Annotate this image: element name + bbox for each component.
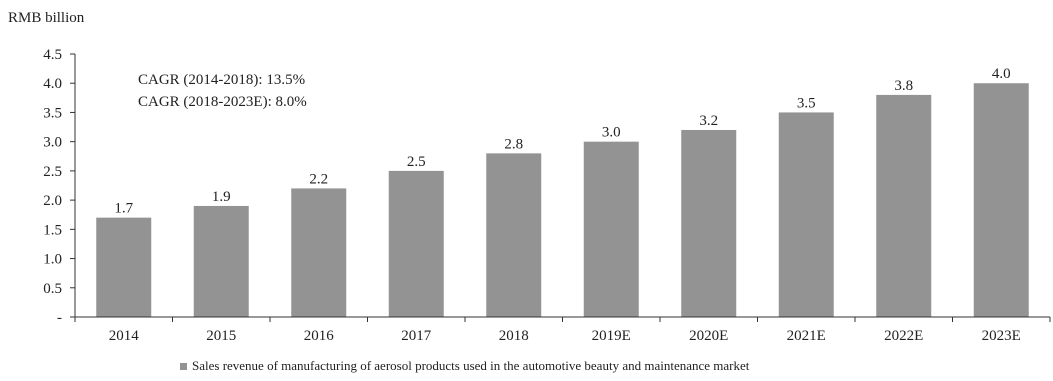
x-tick-label: 2021E: [787, 328, 826, 344]
legend-label: Sales revenue of manufacturing of aeroso…: [192, 358, 750, 373]
bar: [291, 188, 347, 317]
bar-data-label: 1.9: [212, 189, 231, 205]
y-tick-label: 3.0: [43, 135, 62, 151]
bar-data-label: 3.0: [602, 125, 621, 141]
bar: [193, 205, 249, 317]
y-tick-label: 3.5: [43, 105, 62, 121]
x-tick-label: 2017: [401, 328, 432, 344]
bar-data-label: 4.0: [992, 66, 1011, 82]
cagr-annotation-2014-2018: CAGR (2014-2018): 13.5%: [138, 72, 305, 88]
bar: [876, 94, 932, 318]
y-axis-unit-label: RMB billion: [8, 10, 85, 26]
legend-swatch: [180, 363, 187, 370]
y-tick-label: 4.0: [43, 76, 62, 92]
y-tick-label: -: [57, 310, 62, 326]
data-labels: 1.7 1.9 2.2 2.5 2.8 3.0 3.2 3.5 3.8 4.0: [114, 66, 1010, 216]
y-tick-label: 1.0: [43, 252, 62, 268]
x-tick-label: 2014: [109, 328, 140, 344]
y-tick-label: 0.5: [43, 281, 62, 297]
bar-data-label: 3.5: [797, 95, 816, 111]
bar: [96, 217, 152, 317]
bar-series: [96, 83, 1029, 318]
legend: Sales revenue of manufacturing of aeroso…: [180, 358, 750, 373]
y-tick-label: 4.5: [43, 47, 62, 63]
bar-data-label: 2.5: [407, 154, 426, 170]
bar: [583, 141, 639, 317]
x-tick-label: 2020E: [689, 328, 728, 344]
bar-data-label: 3.8: [894, 78, 913, 94]
x-tick-label: 2023E: [982, 328, 1021, 344]
bar-data-label: 2.2: [309, 171, 328, 187]
bar-data-label: 3.2: [699, 113, 718, 129]
y-tick-label: 1.5: [43, 222, 62, 238]
bar: [486, 153, 542, 317]
bar: [681, 129, 737, 317]
bar: [973, 83, 1029, 317]
bar-data-label: 2.8: [504, 136, 523, 152]
y-tick-label: 2.0: [43, 193, 62, 209]
x-tick-label: 2015: [206, 328, 236, 344]
x-tick-label: 2016: [304, 328, 335, 344]
bar: [388, 170, 444, 317]
y-tick-label: 2.5: [43, 164, 62, 180]
x-tick-label: 2022E: [884, 328, 923, 344]
cagr-annotation-2018-2023: CAGR (2018-2023E): 8.0%: [138, 94, 307, 110]
bar: [778, 112, 834, 317]
bar-data-label: 1.7: [114, 201, 133, 217]
x-tick-label: 2019E: [592, 328, 631, 344]
y-axis: - 0.5 1.0 1.5 2.0 2.5 3.0 3.5 4.0 4.5: [43, 47, 76, 326]
x-tick-label: 2018: [499, 328, 529, 344]
x-axis: 2014 2015 2016 2017 2018 2019E 2020E 2021E 2022E…: [74, 316, 1051, 344]
